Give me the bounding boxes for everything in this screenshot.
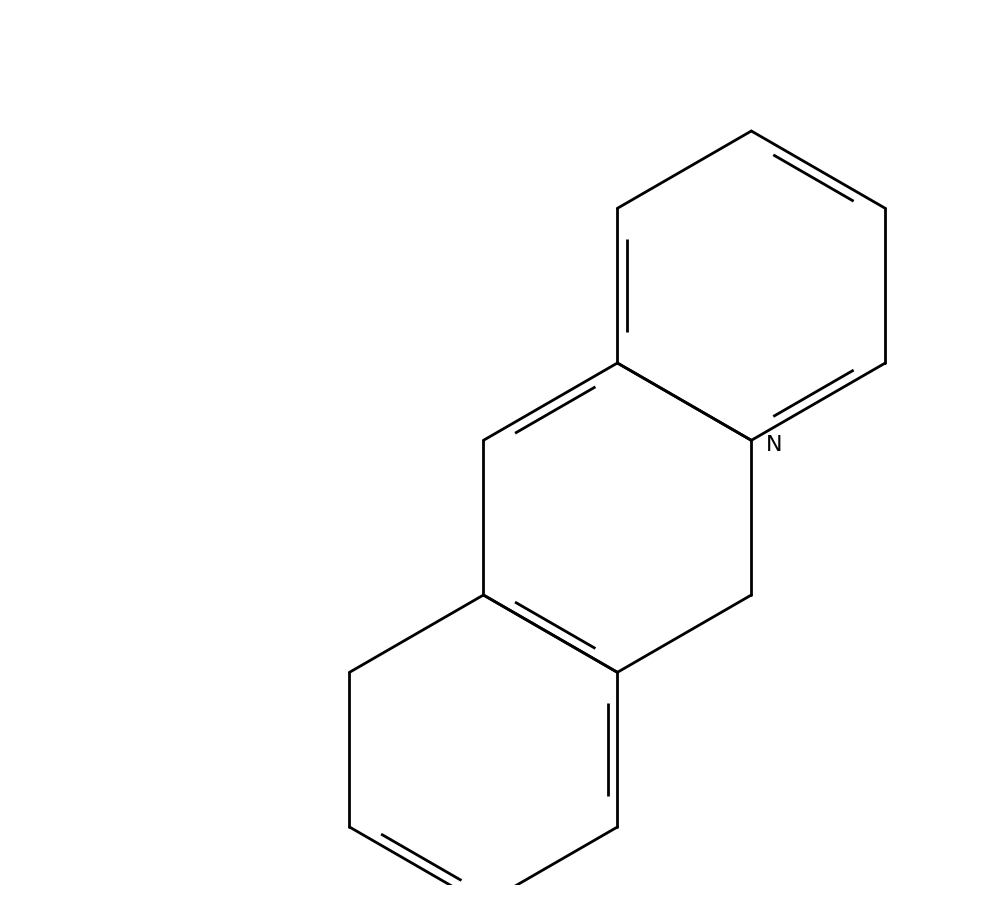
Text: N: N <box>766 436 782 455</box>
